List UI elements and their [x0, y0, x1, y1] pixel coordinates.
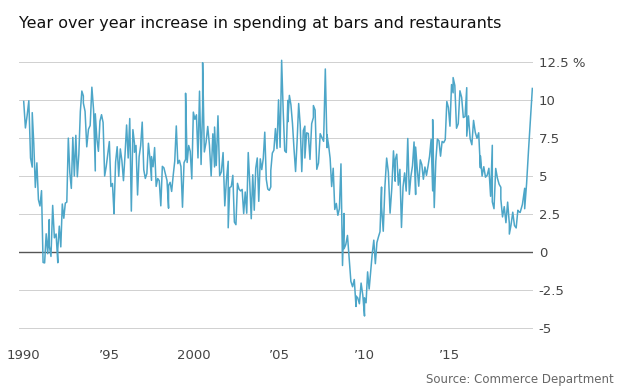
- Text: Year over year increase in spending at bars and restaurants: Year over year increase in spending at b…: [19, 16, 501, 31]
- Text: Source: Commerce Department: Source: Commerce Department: [426, 373, 614, 386]
